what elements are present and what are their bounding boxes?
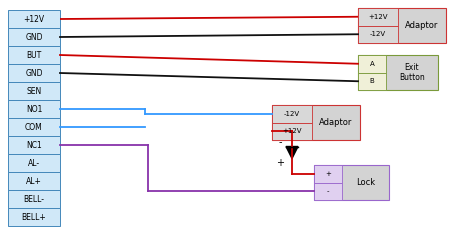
Bar	[8, 100, 60, 118]
Text: BUT: BUT	[27, 50, 42, 59]
Bar	[8, 10, 60, 28]
Bar	[358, 73, 386, 90]
Text: +: +	[276, 158, 284, 168]
Bar	[358, 55, 438, 90]
Text: -12V: -12V	[284, 111, 300, 117]
Text: SEN: SEN	[27, 87, 42, 96]
Bar	[272, 105, 312, 123]
Bar	[8, 154, 60, 172]
Text: -: -	[278, 137, 282, 147]
Text: GND: GND	[25, 68, 43, 77]
Bar	[8, 82, 60, 100]
Bar	[8, 118, 60, 136]
Bar	[8, 46, 60, 64]
Bar	[358, 55, 386, 73]
Text: AL+: AL+	[26, 177, 42, 186]
Text: +: +	[325, 171, 331, 177]
Text: BELL+: BELL+	[22, 213, 46, 222]
Bar	[272, 105, 360, 140]
Bar	[8, 64, 60, 82]
Text: -12V: -12V	[370, 31, 386, 37]
Bar	[358, 26, 398, 43]
Text: +12V: +12V	[282, 128, 302, 134]
Bar	[358, 8, 398, 26]
Text: Exit
Button: Exit Button	[399, 63, 425, 82]
Bar	[8, 28, 60, 46]
Text: B: B	[370, 78, 374, 84]
Text: A: A	[370, 61, 374, 67]
Polygon shape	[286, 146, 298, 159]
Text: Adaptor: Adaptor	[405, 21, 439, 30]
Text: +12V: +12V	[368, 14, 388, 20]
Bar	[8, 172, 60, 190]
Text: COM: COM	[25, 123, 43, 132]
Text: NC1: NC1	[26, 141, 42, 150]
Text: Adaptor: Adaptor	[319, 118, 353, 127]
Text: NO1: NO1	[26, 105, 42, 114]
Bar	[314, 165, 342, 182]
Bar	[8, 208, 60, 226]
Bar	[314, 165, 389, 200]
Bar	[8, 190, 60, 208]
Text: GND: GND	[25, 32, 43, 41]
Text: BELL-: BELL-	[24, 195, 45, 204]
Bar	[314, 182, 342, 200]
Text: +12V: +12V	[23, 14, 45, 23]
Bar	[272, 123, 312, 140]
Bar	[8, 136, 60, 154]
Text: Lock: Lock	[356, 178, 375, 187]
Text: -: -	[327, 188, 329, 194]
Bar	[358, 8, 446, 43]
Text: AL-: AL-	[28, 159, 40, 168]
